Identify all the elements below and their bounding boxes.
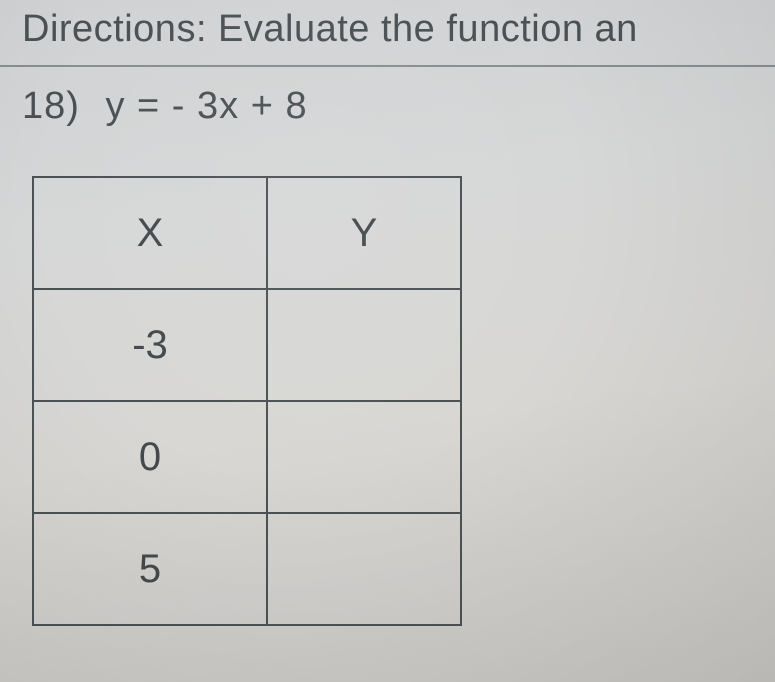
table-header-row: X Y: [33, 177, 461, 289]
equation-text: y = - 3x + 8: [105, 85, 307, 127]
problem-line: 18) y = - 3x + 8: [22, 85, 775, 128]
cell-y: [267, 289, 461, 401]
table-row: 5: [33, 513, 461, 625]
cell-x: -3: [33, 289, 267, 401]
header-x: X: [33, 177, 267, 289]
table-row: -3: [33, 289, 461, 401]
header-y: Y: [267, 177, 461, 289]
cell-x: 5: [33, 513, 267, 625]
divider: [0, 65, 775, 67]
function-table: X Y -3 0 5: [32, 176, 462, 626]
cell-x: 0: [33, 401, 267, 513]
cell-y: [267, 513, 461, 625]
question-number: 18): [22, 85, 80, 127]
table-row: 0: [33, 401, 461, 513]
directions-text: Directions: Evaluate the function an: [0, 0, 775, 65]
cell-y: [267, 401, 461, 513]
